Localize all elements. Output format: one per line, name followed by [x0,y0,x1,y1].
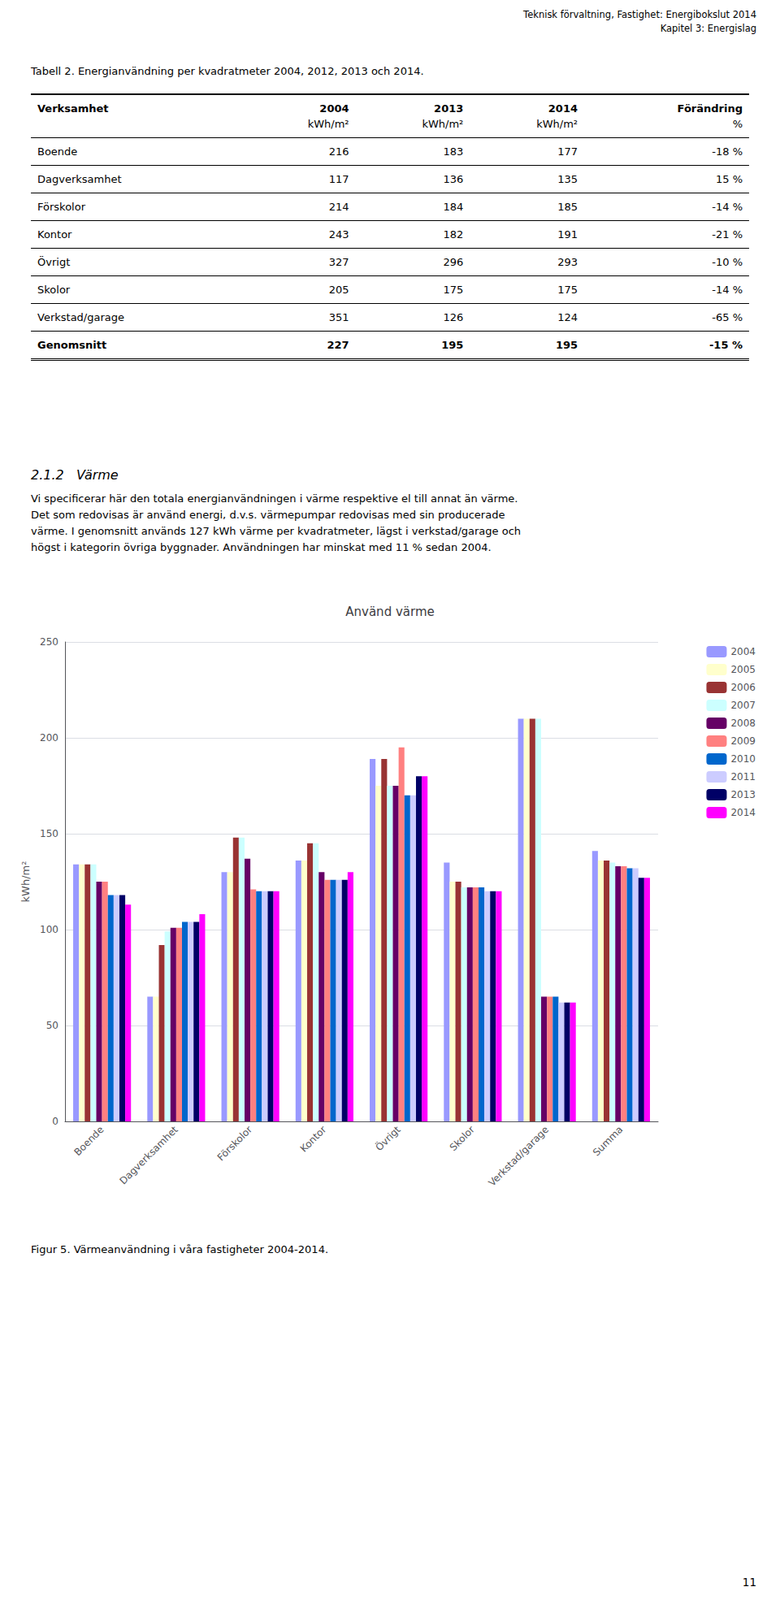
svg-text:2014: 2014 [730,806,756,819]
svg-text:Skolor: Skolor [447,1123,477,1153]
html-text:Genomsnitt: Genomsnitt [37,338,107,351]
svg-text:Summa: Summa [590,1123,625,1158]
html-text:124: 124 [557,311,578,324]
html-text:205: 205 [328,283,349,296]
svg-text:2004: 2004 [730,645,756,658]
html-text:Figur 5. Värmeanvändning i vår: Figur 5. Värmeanvändning i våra fastighe… [30,1243,329,1256]
html-text:Skolor: Skolor [37,283,71,296]
html-text:175: 175 [557,283,578,296]
html-text:293: 293 [557,255,578,269]
html-text:117: 117 [328,173,349,186]
html-text:Dagverksamhet: Dagverksamhet [37,173,122,186]
html-text:Det som redovisas är använd en: Det som redovisas är använd energi, d.v.… [30,508,505,521]
html-text:136: 136 [443,173,464,186]
html-text:182: 182 [443,228,464,241]
html-text:Boende: Boende [37,145,78,158]
svg-text:100: 100 [39,923,59,936]
html-text:Förskolor: Förskolor [37,200,86,213]
html-text:243: 243 [328,228,349,241]
html-text:Kontor: Kontor [37,228,72,241]
html-text:värme. I genomsnitt används 12: värme. I genomsnitt används 127 kWh värm… [30,524,521,538]
html-text:2014: 2014 [548,102,578,115]
html-text:Verksamhet: Verksamhet [37,102,109,115]
svg-text:2009: 2009 [730,735,756,747]
html-text:195: 195 [555,338,578,351]
html-text:135: 135 [557,173,578,186]
svg-text:Dagverksamhet: Dagverksamhet [117,1123,181,1188]
svg-text:Verkstad/garage: Verkstad/garage [485,1123,551,1189]
svg-text:2008: 2008 [730,717,756,729]
html-text:-10 %: -10 % [711,255,743,269]
html-text:Vi specificerar här den totala: Vi specificerar här den totala energianv… [30,492,518,505]
html-text:183: 183 [443,145,464,158]
svg-text:50: 50 [46,1019,59,1032]
html-text:126: 126 [443,311,464,324]
html-text:191: 191 [557,228,578,241]
html-text:175: 175 [443,283,464,296]
html-text:214: 214 [328,200,349,213]
svg-text:2006: 2006 [730,681,756,694]
html-text:kWh/m²: kWh/m² [422,117,464,130]
html-text:184: 184 [443,200,464,213]
svg-text:kWh/m²: kWh/m² [19,861,32,903]
svg-text:Övrigt: Övrigt [372,1122,403,1153]
html-text:-14 %: -14 % [711,200,743,213]
html-text:kWh/m²: kWh/m² [307,117,349,130]
html-text:-15 %: -15 % [709,338,743,351]
html-text:Kapitel 3: Energislag: Kapitel 3: Energislag [660,22,757,35]
html-text:-21 %: -21 % [711,228,743,241]
html-text:351: 351 [328,311,349,324]
html-text:2013: 2013 [433,102,464,115]
svg-text:Kontor: Kontor [298,1123,330,1155]
html-text:kWh/m²: kWh/m² [536,117,578,130]
svg-text:Boende: Boende [71,1123,106,1158]
html-text:-14 %: -14 % [711,283,743,296]
html-text:216: 216 [328,145,349,158]
html-text:Förändring: Förändring [677,102,743,115]
html-text:11: 11 [742,1575,757,1589]
html-text:Tabell 2. Energianvändning per: Tabell 2. Energianvändning per kvadratme… [30,65,424,78]
html-text:Verkstad/garage: Verkstad/garage [37,311,125,324]
html-text:177: 177 [557,145,578,158]
svg-text:Använd värme: Använd värme [345,604,434,620]
svg-text:2007: 2007 [730,699,756,711]
html-text:195: 195 [441,338,464,351]
html-text:2004: 2004 [319,102,349,115]
html-text:högst i kategorin övriga byggn: högst i kategorin övriga byggnader. Anvä… [30,541,492,554]
svg-text:2010: 2010 [730,753,756,765]
svg-text:2013: 2013 [730,788,756,801]
html-text:2.1.2 Värme: 2.1.2 Värme [30,467,119,483]
svg-text:2005: 2005 [730,663,756,676]
html-text:296: 296 [443,255,464,269]
svg-text:Förskolor: Förskolor [215,1123,255,1163]
svg-text:200: 200 [39,732,59,744]
svg-text:2011: 2011 [730,771,756,783]
html-text:Teknisk förvaltning, Fastighet: Teknisk förvaltning, Fastighet: Energibo… [523,8,757,21]
html-text:-18 %: -18 % [711,145,743,158]
html-text:-65 %: -65 % [711,311,743,324]
html-text:Övrigt: Övrigt [37,255,71,269]
html-text:327: 327 [328,255,349,269]
svg-text:0: 0 [52,1115,59,1127]
html-text:185: 185 [557,200,578,213]
html-text:227: 227 [326,338,349,351]
html-text:15 %: 15 % [715,173,743,186]
svg-text:150: 150 [39,827,59,840]
svg-text:250: 250 [39,636,59,648]
